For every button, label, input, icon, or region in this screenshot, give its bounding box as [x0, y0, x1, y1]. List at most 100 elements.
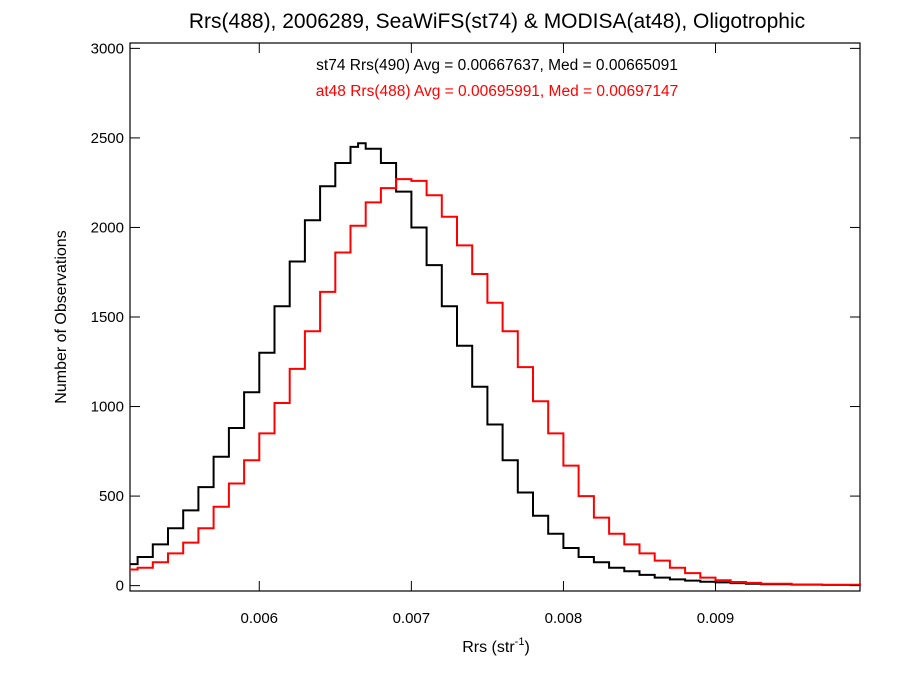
- series-1-point-2: [152, 561, 154, 563]
- series-1-point-36: [669, 567, 671, 569]
- series-0-point-0: [129, 563, 131, 565]
- series-0-point-6: [213, 456, 215, 458]
- series-layer: [129, 142, 861, 586]
- y-tick-label-2: 1000: [91, 399, 124, 416]
- series-0-point-37: [669, 579, 671, 581]
- series-0-point-34: [623, 570, 625, 572]
- series-1-point-22: [456, 245, 458, 247]
- series-1-point-3: [167, 553, 169, 555]
- series-0-point-38: [684, 580, 686, 582]
- series-0-point-39: [699, 581, 701, 583]
- y-tick-label-1: 500: [99, 488, 124, 505]
- series-0-point-7: [228, 427, 230, 429]
- y-tick-label-5: 2500: [91, 130, 124, 147]
- series-0-point-4: [182, 510, 184, 512]
- y-tick-label-4: 2000: [91, 219, 124, 236]
- series-1-point-27: [532, 400, 534, 402]
- series-0-point-30: [563, 547, 565, 549]
- chart-title: Rrs(488), 2006289, SeaWiFS(st74) & MODIS…: [189, 10, 805, 33]
- series-1-point-23: [471, 273, 473, 275]
- series-line-0: [130, 142, 861, 586]
- series-1-point-9: [258, 433, 260, 435]
- plot-frame: [129, 42, 861, 592]
- series-0-point-19: [395, 191, 397, 193]
- series-0-point-24: [471, 386, 473, 388]
- series-1-point-33: [623, 544, 625, 546]
- series-0-point-2: [152, 544, 154, 546]
- series-1-point-42: [760, 583, 762, 585]
- series-1-point-24: [487, 302, 489, 304]
- series-0-point-22: [441, 305, 443, 307]
- legend: st74 Rrs(490) Avg = 0.00667637, Med = 0.…: [316, 57, 679, 100]
- series-0-point-11: [289, 261, 291, 263]
- series-0-point-17: [365, 148, 367, 150]
- series-1-point-30: [578, 495, 580, 497]
- series-1-point-4: [182, 542, 184, 544]
- series-1-point-41: [745, 582, 747, 584]
- series-1-point-6: [213, 506, 215, 508]
- series-1-point-20: [426, 194, 428, 196]
- x-axis-label-main: Rrs (str: [462, 639, 515, 656]
- series-0-point-35: [639, 574, 641, 576]
- y-tick-label-0: 0: [116, 578, 124, 595]
- series-0-point-20: [411, 227, 413, 229]
- series-1-point-34: [639, 553, 641, 555]
- series-1-point-16: [365, 202, 367, 204]
- series-1-point-19: [411, 180, 413, 182]
- series-0-point-23: [456, 345, 458, 347]
- x-axis-label-close: ): [524, 639, 529, 656]
- series-1-point-32: [608, 533, 610, 535]
- series-1-point-44: [821, 584, 823, 586]
- series-0-point-18: [380, 162, 382, 164]
- series-0-point-10: [274, 305, 276, 307]
- series-0-point-33: [608, 567, 610, 569]
- series-1-point-11: [289, 368, 291, 370]
- x-tick-label-3: 0.009: [697, 610, 735, 627]
- series-0-point-1: [137, 556, 139, 558]
- x-tick-label-0: 0.006: [240, 610, 278, 627]
- y-tick-label-3: 1500: [91, 309, 124, 326]
- series-1-point-0: [129, 569, 131, 571]
- series-0-point-3: [167, 527, 169, 529]
- series-1-point-1: [137, 567, 139, 569]
- series-0-point-14: [334, 162, 336, 164]
- series-1-point-28: [547, 433, 549, 435]
- series-1-point-12: [304, 330, 306, 332]
- series-1-point-8: [243, 459, 245, 461]
- series-0-point-9: [258, 352, 260, 354]
- y-tick-label-6: 3000: [91, 40, 124, 57]
- series-1-point-38: [699, 577, 701, 579]
- series-0-point-29: [547, 533, 549, 535]
- series-0-point-13: [319, 185, 321, 187]
- series-1-point-18: [395, 178, 397, 180]
- series-1-point-43: [791, 584, 793, 586]
- y-axis-label: Number of Observations: [53, 230, 70, 403]
- series-0-point-28: [532, 515, 534, 517]
- series-1-point-25: [502, 330, 504, 332]
- series-1-point-21: [441, 216, 443, 218]
- series-0-point-26: [502, 459, 504, 461]
- series-1-point-7: [228, 483, 230, 485]
- series-0-point-5: [198, 486, 200, 488]
- x-axis-label: Rrs (str-1): [462, 636, 530, 656]
- x-tick-label-1: 0.007: [393, 610, 431, 627]
- series-1-point-10: [274, 402, 276, 404]
- series-1-point-39: [715, 579, 717, 581]
- series-0-point-36: [654, 577, 656, 579]
- series-1-point-14: [334, 252, 336, 254]
- tick-layer: 0.006 0.007 0.008 0.009 0 500 1000 1500 2000 2500…: [91, 40, 860, 627]
- series-1-point-15: [350, 225, 352, 227]
- series-0-point-21: [426, 264, 428, 266]
- series-1-point-31: [593, 517, 595, 519]
- x-axis-label-exponent: -1: [515, 636, 525, 648]
- series-0-point-27: [517, 492, 519, 494]
- series-1-point-17: [380, 187, 382, 189]
- series-1-point-29: [563, 465, 565, 467]
- series-1-point-35: [654, 560, 656, 562]
- legend-entry-st74: st74 Rrs(490) Avg = 0.00667637, Med = 0.…: [316, 57, 678, 74]
- series-0-point-16: [357, 142, 359, 144]
- x-tick-label-2: 0.008: [545, 610, 583, 627]
- series-0-point-32: [593, 561, 595, 563]
- series-1-point-26: [517, 366, 519, 368]
